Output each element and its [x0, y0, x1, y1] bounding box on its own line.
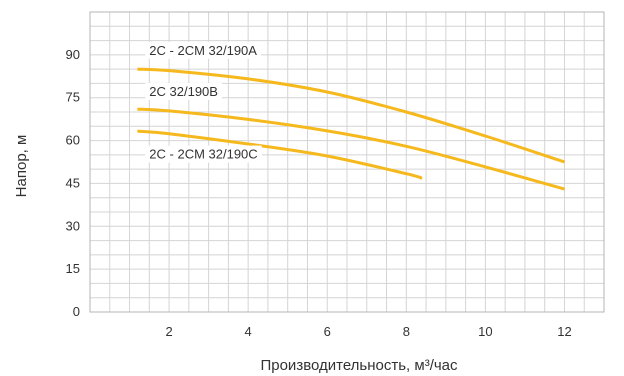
series-label-1: 2C - 2CM 32/190A	[149, 43, 257, 58]
y-axis-ticks: 0 15 30 45 60 75 90	[66, 47, 80, 319]
y-axis-title: Напор, м	[13, 135, 30, 198]
x-tick-label: 2	[165, 324, 172, 339]
y-tick-label: 75	[66, 90, 80, 105]
series-labels: 2C - 2CM 32/190A 2C 32/190B 2C - 2CM 32/19…	[145, 41, 262, 163]
y-tick-label: 30	[66, 218, 80, 233]
y-tick-label: 90	[66, 47, 80, 62]
x-tick-label: 6	[324, 324, 331, 339]
series-label-background	[145, 41, 261, 59]
x-axis-title: Производительность, м³/час	[260, 357, 458, 374]
series-line-3	[137, 129, 423, 180]
y-tick-label: 15	[66, 261, 80, 276]
series-label-3: 2C - 2CM 32/190C	[149, 147, 257, 162]
grid	[90, 12, 604, 312]
y-tick-label: 45	[66, 175, 80, 190]
x-tick-label: 8	[403, 324, 410, 339]
series-label-2: 2C 32/190B	[149, 84, 218, 99]
series-line-1	[137, 67, 565, 164]
series-line-2	[137, 107, 565, 191]
x-tick-label: 12	[557, 324, 571, 339]
x-tick-label: 10	[478, 324, 492, 339]
x-tick-label: 4	[245, 324, 252, 339]
x-axis-ticks: 2 4 6 8 10 12	[165, 324, 571, 339]
y-tick-label: 60	[66, 133, 80, 148]
series-lines	[137, 67, 565, 191]
y-tick-label: 0	[73, 304, 80, 319]
series-label-background	[145, 145, 262, 163]
plot-frame	[89, 11, 605, 313]
series-label-background	[145, 83, 222, 100]
